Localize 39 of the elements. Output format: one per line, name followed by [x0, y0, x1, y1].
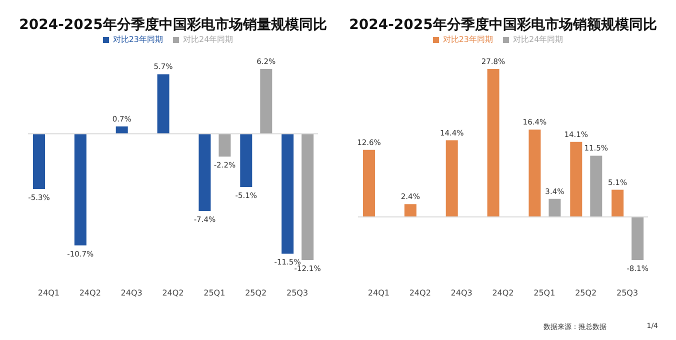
bar	[33, 134, 45, 190]
bar	[218, 134, 231, 157]
bar	[302, 134, 314, 260]
x-tick-label: 24Q1	[38, 288, 60, 298]
bar	[590, 156, 602, 217]
bar	[612, 190, 624, 217]
bar	[404, 204, 416, 217]
x-tick-label: 24Q2	[409, 288, 431, 298]
x-tick-label: 24Q1	[368, 288, 390, 298]
bar	[548, 198, 561, 217]
bar	[528, 130, 541, 217]
bar	[446, 140, 458, 217]
x-tick-label: 25Q3	[616, 288, 638, 298]
legend-label: 对比24年同期	[513, 35, 564, 44]
bar	[282, 134, 294, 254]
x-tick-label: 25Q1	[534, 288, 556, 298]
x-tick-label: 24Q3	[120, 288, 142, 298]
legend-label: 对比24年同期	[183, 35, 234, 44]
bar	[157, 74, 170, 134]
bar	[74, 134, 86, 246]
bar	[260, 69, 272, 134]
bar	[363, 150, 375, 217]
x-tick-label: 25Q2	[575, 288, 597, 298]
legend-label: 对比23年同期	[442, 35, 493, 44]
legend-label: 对比23年同期	[112, 35, 163, 44]
x-tick-label: 25Q2	[245, 288, 267, 298]
x-tick-label: 25Q3	[286, 288, 308, 298]
bar	[632, 216, 644, 260]
bar	[198, 134, 211, 211]
x-tick-label: 25Q1	[204, 288, 226, 298]
chart-title: 2024-2025年分季度中国彩电市场销额规模同比	[348, 16, 658, 34]
chart-title: 2024-2025年分季度中国彩电市场销量规模同比	[18, 16, 328, 34]
x-tick-label: 24Q2	[492, 288, 514, 298]
bar	[240, 134, 252, 187]
bar	[487, 69, 500, 217]
bar	[570, 142, 582, 217]
x-tick-label: 24Q3	[450, 288, 472, 298]
x-tick-label: 24Q2	[79, 288, 101, 298]
x-tick-label: 24Q2	[162, 288, 184, 298]
